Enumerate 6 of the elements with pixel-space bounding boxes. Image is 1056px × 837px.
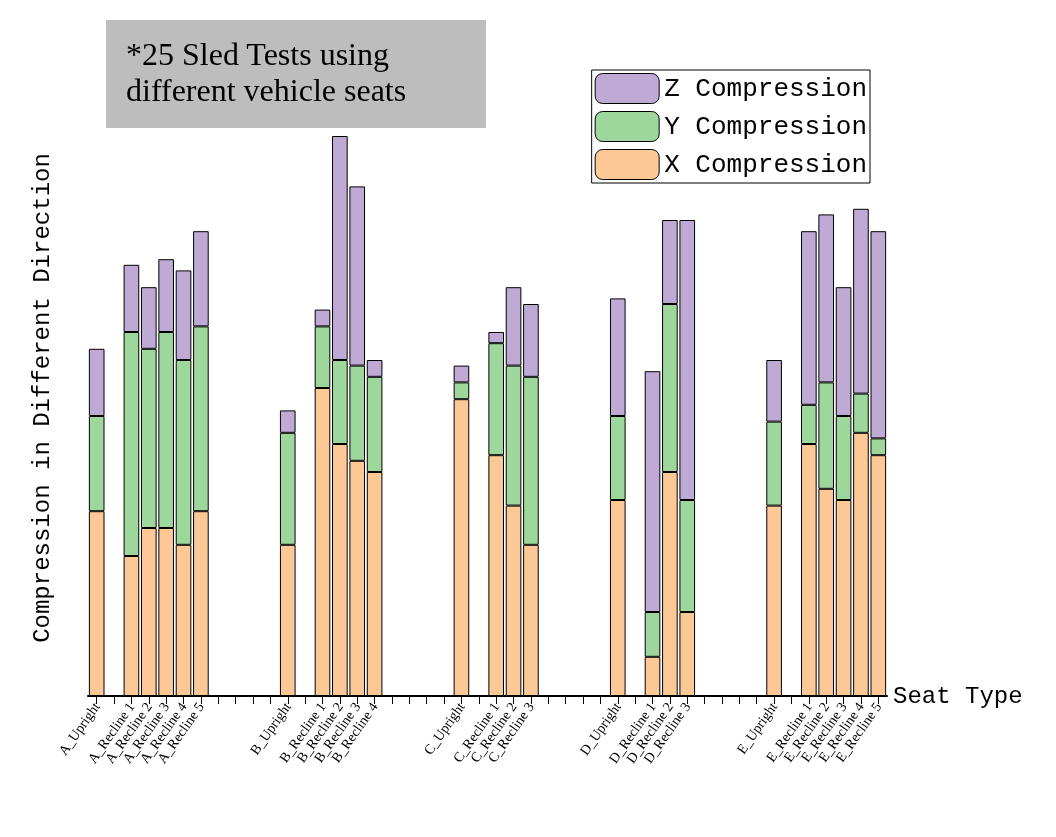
x-axis-title: Seat Type [893, 682, 1023, 710]
y-axis-title: Compression in Different Direction [28, 153, 56, 643]
legend-label: Z Compression [664, 73, 868, 104]
legend-label: Y Compression [664, 111, 868, 142]
text: *25 Sled Tests using different vehicle seats [126, 36, 407, 108]
legend-label: X Compression [664, 149, 868, 180]
